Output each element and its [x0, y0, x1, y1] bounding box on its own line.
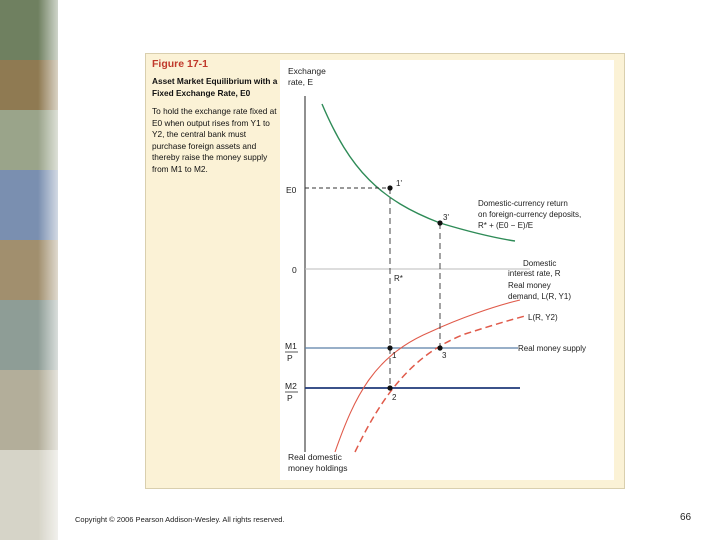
figure-caption: Figure 17-1 Asset Market Equilibrium wit… [152, 58, 278, 175]
p-label-2: P [287, 393, 293, 403]
top-axis-label-line1: Exchange [288, 66, 326, 76]
money-supply-label: Real money supply [518, 344, 586, 353]
point-1-prime-label: 1' [396, 179, 402, 188]
point-1-label: 1 [392, 351, 397, 360]
p-label-1: P [287, 353, 293, 363]
page-number: 66 [680, 512, 692, 523]
point-2 [387, 385, 393, 391]
foreign-formula-label: R* + (E0 − E)/E [478, 221, 533, 230]
money-demand-y2-label: L(R, Y2) [528, 313, 558, 322]
m2-label: M2 [285, 381, 297, 391]
holdings-label-line1: Real domestic [288, 452, 343, 462]
plot-panel: Exchange rate, E E0 0 R* Domestic-curren… [280, 60, 614, 480]
copyright-notice: Copyright © 2006 Pearson Addison-Wesley.… [75, 515, 285, 524]
holdings-label-line2: money holdings [288, 463, 348, 473]
money-demand-label-line2: demand, L(R, Y1) [508, 292, 571, 301]
point-1 [387, 345, 393, 351]
point-3 [437, 345, 443, 351]
zero-label: 0 [292, 265, 297, 275]
figure-description: To hold the exchange rate fixed at E0 wh… [152, 106, 277, 174]
top-axis-label-line2: rate, E [288, 77, 313, 87]
strip-fade [38, 0, 68, 540]
e0-label: E0 [286, 185, 297, 195]
point-3-label: 3 [442, 351, 447, 360]
money-demand-label-line1: Real money [508, 281, 551, 290]
domestic-return-label: Domestic-currency return [478, 199, 568, 208]
figure-number: Figure 17-1 [152, 58, 209, 70]
m1-label: M1 [285, 341, 297, 351]
equilibrium-diagram: Exchange rate, E E0 0 R* Domestic-curren… [285, 66, 586, 473]
interest-rate-label-line2: interest rate, R [508, 269, 561, 278]
point-3-prime [437, 220, 443, 226]
foreign-deposits-label: on foreign-currency deposits, [478, 210, 581, 219]
point-2-label: 2 [392, 393, 397, 402]
point-1-prime [387, 185, 393, 191]
interest-rate-label-line1: Domestic [523, 259, 556, 268]
money-demand-curve-y1 [334, 299, 521, 453]
foreign-return-curve [321, 103, 516, 242]
figure-title: Asset Market Equilibrium with a Fixed Ex… [152, 76, 278, 98]
point-3-prime-label: 3' [443, 213, 449, 222]
r-star-label: R* [394, 274, 403, 283]
